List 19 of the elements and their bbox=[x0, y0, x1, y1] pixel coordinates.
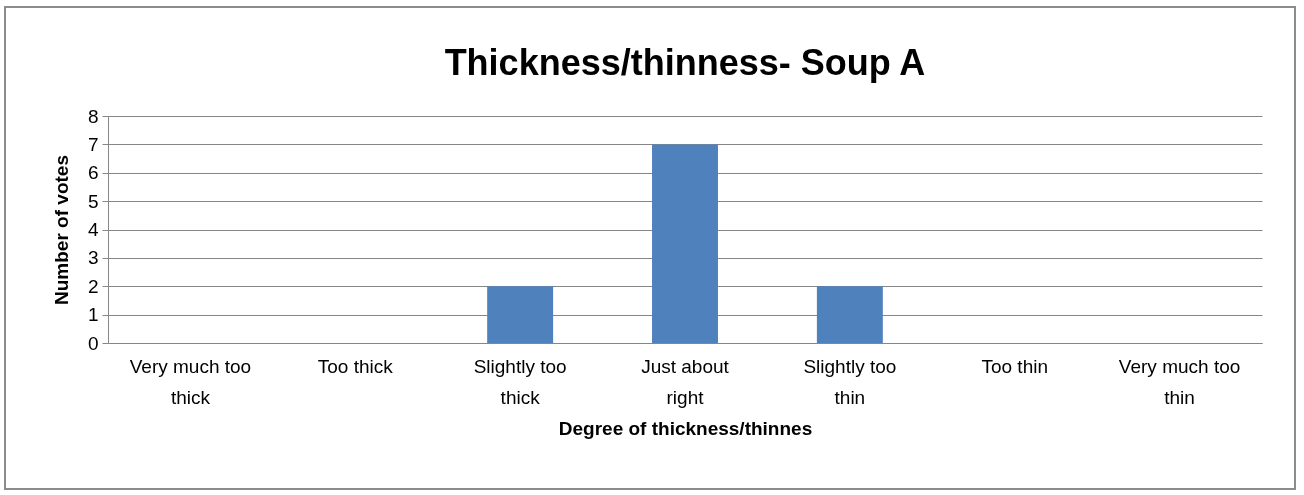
x-tick-label: Too thin bbox=[981, 355, 1048, 377]
y-tick-label: 3 bbox=[87, 247, 99, 269]
chart-title: Thickness/thinness- Soup A bbox=[444, 42, 926, 83]
x-tick-label: Too thick bbox=[317, 355, 394, 377]
y-tick-label: 2 bbox=[87, 275, 99, 297]
y-tick-label: 1 bbox=[87, 304, 99, 326]
x-tick-label: Slightly too thin bbox=[803, 355, 897, 408]
x-tick-label: Very much too thick bbox=[129, 355, 252, 408]
y-tick-label: 0 bbox=[87, 332, 99, 354]
y-tick-label: 4 bbox=[87, 219, 99, 240]
y-tick-label: 7 bbox=[87, 133, 99, 155]
y-tick-label: 8 bbox=[87, 105, 99, 127]
y-tick-label: 6 bbox=[87, 162, 99, 184]
x-axis-title: Degree of thickness/thinnes bbox=[558, 417, 813, 439]
y-tick-label: 5 bbox=[87, 190, 99, 212]
x-tick-label: Very much too thin bbox=[1118, 355, 1241, 408]
y-axis-title: Number of votes bbox=[50, 155, 72, 305]
x-tick-label: Slightly too thick bbox=[473, 355, 567, 408]
x-tick-label: Just about right bbox=[641, 355, 730, 408]
